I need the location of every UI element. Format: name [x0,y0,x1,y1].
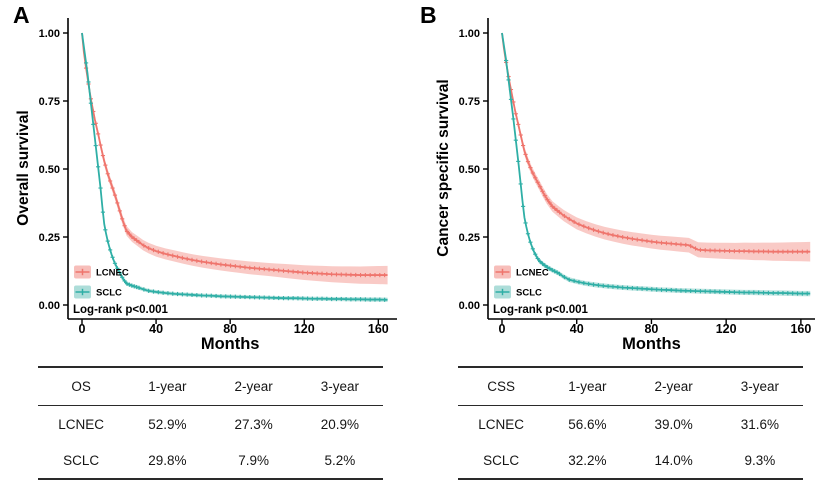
table-row: SCLC 32.2% 14.0% 9.3% [458,442,803,478]
km-chart-cancer-specific-survival: 0.00 0.25 0.50 0.75 1.00 0 40 80 120 160 Months Can… [435,18,815,353]
y-tick-label: 1.00 [39,28,60,40]
axes: 0.00 0.25 0.50 0.75 1.00 0 40 80 120 160 [39,18,397,336]
table-cell: 29.8% [148,452,187,468]
y-axis-title: Cancer specific survival [435,79,452,257]
table-cell: 39.0% [654,416,693,432]
table-cell: 1-year [148,379,187,394]
table-header-row: OS 1-year 2-year 3-year [38,368,383,406]
table-cell: 14.0% [654,452,693,468]
censor-marks-lcnec [504,60,810,254]
x-tick-label: 0 [499,322,506,336]
table-cell: 3-year [320,379,359,394]
y-tick-label: 0.75 [39,96,60,108]
survival-curve-lcnec [501,32,811,253]
survival-curve-lcnec [81,32,388,276]
confidence-band-lcnec [502,33,811,262]
table-cell: SCLC [63,452,100,468]
censor-marks-sclc [504,58,810,296]
table-cell: LCNEC [58,416,104,432]
y-tick-label: 0.25 [459,232,480,244]
table-cell: 27.3% [234,416,273,432]
table-cell: 1-year [568,379,607,394]
table-cell: 32.2% [568,452,607,468]
table-cell: 2-year [654,379,693,394]
axes: 0.00 0.25 0.50 0.75 1.00 0 40 80 120 160 [459,18,815,336]
legend-label-sclc: SCLC [96,288,122,299]
x-axis-title: Months [622,335,681,353]
logrank-annotation: Log-rank p<0.001 [73,304,169,316]
km-chart-overall-survival: 0.00 0.25 0.50 0.75 1.00 0 40 80 120 160 Months Ove… [15,18,397,353]
legend: LCNEC SCLC [494,265,549,299]
x-tick-label: 40 [570,322,584,336]
table-cell: OS [71,379,91,394]
table-cell: 3-year [740,379,779,394]
legend-label-sclc: SCLC [516,288,542,299]
table-row: SCLC 29.8% 7.9% 5.2% [38,442,383,478]
table-cell: 2-year [234,379,273,394]
y-tick-label: 1.00 [459,28,480,40]
y-tick-label: 0.50 [459,164,480,176]
y-tick-label: 0.75 [459,96,480,108]
logrank-annotation: Log-rank p<0.001 [493,304,589,316]
survival-curve-sclc [81,32,388,301]
table-cell: SCLC [483,452,520,468]
table-row: LCNEC 56.6% 39.0% 31.6% [458,406,803,442]
table-cell: CSS [487,379,515,394]
table-cell: 7.9% [238,452,270,468]
panel-label-a: A [13,2,31,28]
y-axis-title: Overall survival [15,110,32,225]
y-tick-label: 0.50 [39,164,60,176]
table-cell: 5.2% [324,452,356,468]
os-summary-table: OS 1-year 2-year 3-year LCNEC 52.9% 27.3% 20.9%… [38,366,383,480]
y-tick-label: 0.25 [39,232,60,244]
x-axis-title: Months [201,335,260,353]
x-tick-label: 160 [790,322,811,336]
x-tick-label: 80 [223,322,237,336]
panel-label-b: B [420,2,438,28]
censor-marks-sclc [83,60,387,302]
x-tick-label: 120 [716,322,737,336]
x-tick-label: 160 [368,322,389,336]
table-row: LCNEC 52.9% 27.3% 20.9% [38,406,383,442]
legend: LCNEC SCLC [74,265,129,299]
table-cell: 52.9% [148,416,187,432]
table-cell: 20.9% [320,416,360,432]
x-tick-label: 0 [79,322,86,336]
confidence-band-lcnec [82,33,388,285]
css-summary-table: CSS 1-year 2-year 3-year LCNEC 56.6% 39.0% 31.6… [458,366,803,480]
censor-marks-lcnec [83,65,387,278]
y-tick-label: 0.00 [39,300,60,312]
x-tick-label: 40 [149,322,163,336]
table-header-row: CSS 1-year 2-year 3-year [458,368,803,406]
x-tick-label: 120 [294,322,315,336]
legend-label-lcnec: LCNEC [516,268,549,279]
table-cell: LCNEC [478,416,524,432]
x-tick-label: 80 [644,322,658,336]
table-cell: 31.6% [740,416,780,432]
table-cell: 56.6% [568,416,607,432]
table-cell: 9.3% [744,452,776,468]
legend-label-lcnec: LCNEC [96,268,129,279]
y-tick-label: 0.00 [459,300,480,312]
